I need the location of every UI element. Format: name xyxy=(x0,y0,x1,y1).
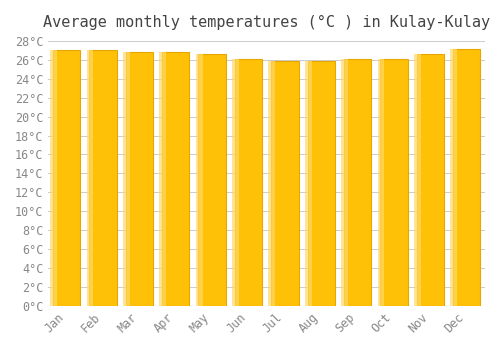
Bar xyxy=(271,61,298,306)
Bar xyxy=(86,50,94,306)
Title: Average monthly temperatures (°C ) in Kulay-Kulay: Average monthly temperatures (°C ) in Ku… xyxy=(43,15,490,30)
Bar xyxy=(198,54,226,306)
Bar xyxy=(53,50,80,306)
Bar xyxy=(342,59,348,306)
Bar xyxy=(344,59,372,306)
Bar xyxy=(126,52,153,306)
Bar xyxy=(417,54,444,306)
Bar xyxy=(378,59,384,306)
Bar xyxy=(308,61,335,306)
Bar xyxy=(160,52,166,306)
Bar xyxy=(380,59,407,306)
Bar xyxy=(90,50,117,306)
Bar xyxy=(50,50,57,306)
Bar xyxy=(162,52,190,306)
Bar xyxy=(232,59,239,306)
Bar xyxy=(196,54,202,306)
Bar xyxy=(453,49,480,306)
Bar xyxy=(235,59,262,306)
Bar xyxy=(305,61,312,306)
Bar xyxy=(450,49,458,306)
Bar xyxy=(414,54,421,306)
Bar xyxy=(123,52,130,306)
Bar xyxy=(268,61,276,306)
